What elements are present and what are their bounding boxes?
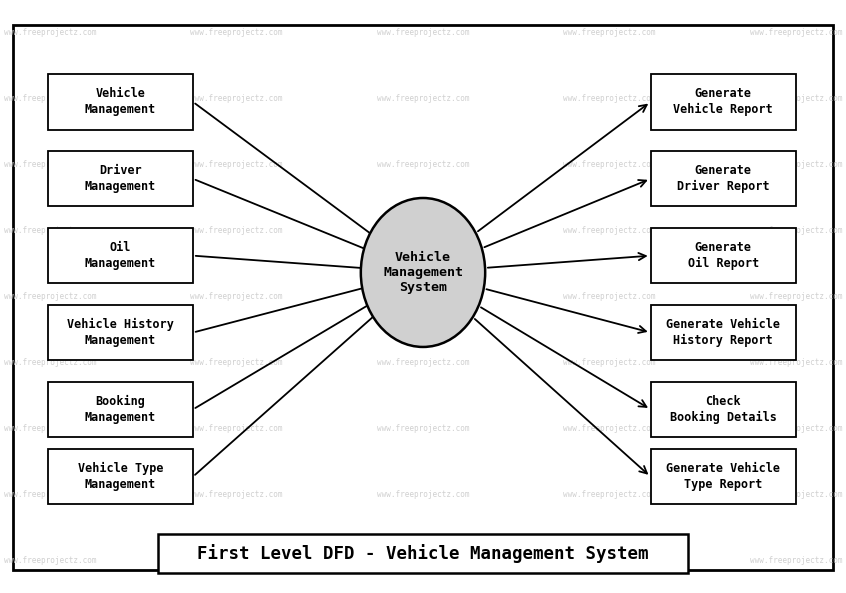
Text: Generate Vehicle
Type Report: Generate Vehicle Type Report <box>666 462 780 491</box>
Text: Oil
Management: Oil Management <box>85 241 156 270</box>
Text: www.freeprojectz.com: www.freeprojectz.com <box>3 556 96 565</box>
FancyBboxPatch shape <box>48 151 193 206</box>
Text: www.freeprojectz.com: www.freeprojectz.com <box>3 424 96 433</box>
FancyBboxPatch shape <box>48 74 193 129</box>
Text: www.freeprojectz.com: www.freeprojectz.com <box>190 358 283 367</box>
Text: www.freeprojectz.com: www.freeprojectz.com <box>3 226 96 235</box>
Text: Generate
Vehicle Report: Generate Vehicle Report <box>673 87 773 116</box>
FancyBboxPatch shape <box>651 74 796 129</box>
FancyBboxPatch shape <box>13 25 833 570</box>
Text: Booking
Management: Booking Management <box>85 395 156 424</box>
Text: www.freeprojectz.com: www.freeprojectz.com <box>750 160 843 169</box>
Text: www.freeprojectz.com: www.freeprojectz.com <box>376 556 470 565</box>
Text: Vehicle History
Management: Vehicle History Management <box>67 318 173 347</box>
Text: www.freeprojectz.com: www.freeprojectz.com <box>750 490 843 499</box>
Text: www.freeprojectz.com: www.freeprojectz.com <box>190 490 283 499</box>
Text: www.freeprojectz.com: www.freeprojectz.com <box>376 358 470 367</box>
Text: www.freeprojectz.com: www.freeprojectz.com <box>3 94 96 103</box>
Text: First Level DFD - Vehicle Management System: First Level DFD - Vehicle Management Sys… <box>197 544 649 563</box>
Text: www.freeprojectz.com: www.freeprojectz.com <box>376 226 470 235</box>
Ellipse shape <box>360 198 485 347</box>
Text: www.freeprojectz.com: www.freeprojectz.com <box>190 160 283 169</box>
Text: www.freeprojectz.com: www.freeprojectz.com <box>376 94 470 103</box>
Text: www.freeprojectz.com: www.freeprojectz.com <box>190 94 283 103</box>
Text: www.freeprojectz.com: www.freeprojectz.com <box>563 490 656 499</box>
Text: www.freeprojectz.com: www.freeprojectz.com <box>3 490 96 499</box>
Text: www.freeprojectz.com: www.freeprojectz.com <box>563 160 656 169</box>
Text: www.freeprojectz.com: www.freeprojectz.com <box>750 358 843 367</box>
FancyBboxPatch shape <box>48 228 193 283</box>
Text: Vehicle
Management: Vehicle Management <box>85 87 156 116</box>
Text: www.freeprojectz.com: www.freeprojectz.com <box>750 94 843 103</box>
Text: Generate Vehicle
History Report: Generate Vehicle History Report <box>666 318 780 347</box>
Text: Generate
Oil Report: Generate Oil Report <box>688 241 759 270</box>
Text: Driver
Management: Driver Management <box>85 164 156 193</box>
FancyBboxPatch shape <box>651 305 796 360</box>
Text: www.freeprojectz.com: www.freeprojectz.com <box>563 28 656 37</box>
Text: www.freeprojectz.com: www.freeprojectz.com <box>563 226 656 235</box>
FancyBboxPatch shape <box>48 382 193 437</box>
Text: www.freeprojectz.com: www.freeprojectz.com <box>376 160 470 169</box>
Text: www.freeprojectz.com: www.freeprojectz.com <box>376 490 470 499</box>
FancyBboxPatch shape <box>651 228 796 283</box>
Text: www.freeprojectz.com: www.freeprojectz.com <box>3 358 96 367</box>
Text: www.freeprojectz.com: www.freeprojectz.com <box>376 28 470 37</box>
Text: www.freeprojectz.com: www.freeprojectz.com <box>190 28 283 37</box>
Text: www.freeprojectz.com: www.freeprojectz.com <box>190 424 283 433</box>
Text: www.freeprojectz.com: www.freeprojectz.com <box>563 424 656 433</box>
Text: Vehicle
Management
System: Vehicle Management System <box>383 251 463 294</box>
Text: www.freeprojectz.com: www.freeprojectz.com <box>563 94 656 103</box>
Text: www.freeprojectz.com: www.freeprojectz.com <box>190 556 283 565</box>
FancyBboxPatch shape <box>651 449 796 504</box>
Text: www.freeprojectz.com: www.freeprojectz.com <box>750 292 843 301</box>
Text: www.freeprojectz.com: www.freeprojectz.com <box>563 358 656 367</box>
Text: Check
Booking Details: Check Booking Details <box>670 395 777 424</box>
Text: Generate
Driver Report: Generate Driver Report <box>677 164 770 193</box>
Text: www.freeprojectz.com: www.freeprojectz.com <box>750 556 843 565</box>
FancyBboxPatch shape <box>48 305 193 360</box>
Text: www.freeprojectz.com: www.freeprojectz.com <box>750 28 843 37</box>
Text: Vehicle Type
Management: Vehicle Type Management <box>78 462 163 491</box>
Text: www.freeprojectz.com: www.freeprojectz.com <box>563 292 656 301</box>
Text: www.freeprojectz.com: www.freeprojectz.com <box>750 424 843 433</box>
Text: www.freeprojectz.com: www.freeprojectz.com <box>563 556 656 565</box>
FancyBboxPatch shape <box>651 151 796 206</box>
Text: www.freeprojectz.com: www.freeprojectz.com <box>750 226 843 235</box>
Text: www.freeprojectz.com: www.freeprojectz.com <box>3 292 96 301</box>
Text: www.freeprojectz.com: www.freeprojectz.com <box>190 292 283 301</box>
Text: www.freeprojectz.com: www.freeprojectz.com <box>3 160 96 169</box>
Text: www.freeprojectz.com: www.freeprojectz.com <box>376 424 470 433</box>
Text: www.freeprojectz.com: www.freeprojectz.com <box>376 292 470 301</box>
FancyBboxPatch shape <box>48 449 193 504</box>
Text: www.freeprojectz.com: www.freeprojectz.com <box>3 28 96 37</box>
FancyBboxPatch shape <box>157 534 689 573</box>
Text: www.freeprojectz.com: www.freeprojectz.com <box>190 226 283 235</box>
FancyBboxPatch shape <box>651 382 796 437</box>
